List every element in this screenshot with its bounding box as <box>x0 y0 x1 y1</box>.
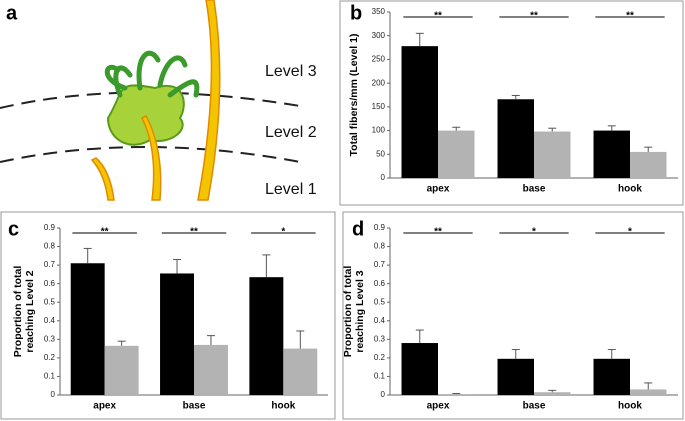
y-tick-label: 50 <box>376 149 385 158</box>
bar <box>283 348 318 395</box>
x-tick-label: base <box>183 401 206 412</box>
panel-letter: b <box>350 2 362 24</box>
fiber <box>140 115 162 201</box>
y-tick-label: 0.5 <box>44 297 56 306</box>
y-tick-label: 0 <box>51 390 56 399</box>
y-axis-label: Proportion of total <box>342 266 354 358</box>
significance-label: ** <box>190 227 198 238</box>
y-tick-label: 0.6 <box>44 279 56 288</box>
y-tick-label: 0.3 <box>44 334 56 343</box>
bar <box>70 263 105 395</box>
plant-fronds <box>104 50 200 98</box>
chart-panel: b 0 50 100 150 200 250 300 350 Total fibers/mm (L… <box>339 0 684 206</box>
y-tick-label: 0.2 <box>374 353 386 362</box>
significance-label: ** <box>101 227 109 238</box>
bar <box>534 131 571 178</box>
y-tick-label: 0.4 <box>44 316 56 325</box>
y-tick-label: 0.1 <box>374 372 386 381</box>
panel-letter: c <box>8 218 19 240</box>
panel-frame <box>339 0 684 206</box>
panel-a: a Level 3 Level 2 Level 1 <box>0 0 317 201</box>
panel-frame <box>0 211 336 420</box>
bar <box>497 99 534 178</box>
y-tick-label: 0 <box>381 390 386 399</box>
y-tick-label: 150 <box>372 102 386 111</box>
plant-body <box>106 84 185 146</box>
y-tick-label: 0.7 <box>374 260 386 269</box>
bar <box>401 343 438 395</box>
bar <box>104 345 139 395</box>
fiber <box>90 157 115 201</box>
x-tick-label: hook <box>271 401 295 412</box>
y-tick-label: 250 <box>372 55 386 64</box>
y-tick-label: 0.4 <box>374 316 386 325</box>
y-axis-label: Proportion of total <box>12 266 24 358</box>
y-tick-label: 0.5 <box>374 297 386 306</box>
significance-label: * <box>532 227 536 238</box>
bar <box>497 358 534 395</box>
level-label: Level 2 <box>265 124 317 141</box>
bar <box>194 344 228 395</box>
y-tick-label: 0.3 <box>374 334 386 343</box>
y-tick-label: 0 <box>381 173 386 182</box>
level-label: Level 3 <box>265 63 317 80</box>
y-tick-label: 350 <box>372 7 386 16</box>
significance-label: ** <box>626 11 634 22</box>
bar <box>593 358 630 395</box>
significance-label: * <box>281 227 285 238</box>
level-label: Level 1 <box>265 181 317 198</box>
x-tick-label: hook <box>618 184 642 195</box>
y-tick-label: 200 <box>372 78 386 87</box>
y-tick-label: 0.8 <box>44 242 56 251</box>
x-tick-label: apex <box>427 401 450 412</box>
significance-label: ** <box>434 11 442 22</box>
chart-panel: c 0 0.1 0.2 0.3 0.4 0.5 0.6 0.7 0.8 0.9 Proportion … <box>0 211 336 420</box>
bar <box>438 394 475 395</box>
y-tick-label: 0.9 <box>44 223 56 232</box>
significance-label: * <box>628 227 632 238</box>
y-axis-label: Total fibers/mm (Level 1) <box>348 34 360 157</box>
bar <box>160 273 194 395</box>
significance-label: ** <box>434 227 442 238</box>
bar <box>630 151 667 178</box>
panel-frame <box>342 211 684 420</box>
x-tick-label: base <box>523 401 546 412</box>
significance-label: ** <box>530 11 538 22</box>
y-tick-label: 100 <box>372 126 386 135</box>
y-axis-label: reaching Level 3 <box>354 270 366 352</box>
y-tick-label: 0.8 <box>374 242 386 251</box>
y-tick-label: 0.9 <box>374 223 386 232</box>
bar <box>249 277 284 395</box>
bar <box>401 46 438 178</box>
y-tick-label: 300 <box>372 31 386 40</box>
bar <box>534 392 571 395</box>
panel-letter: a <box>6 2 18 24</box>
fiber <box>197 0 221 201</box>
panel-letter: d <box>352 218 364 240</box>
y-tick-label: 0.1 <box>44 372 56 381</box>
bar <box>438 130 475 178</box>
x-tick-label: base <box>523 184 546 195</box>
chart-panel: d 0 0.1 0.2 0.3 0.4 0.5 0.6 0.7 0.8 0.9 Proportion … <box>342 211 684 420</box>
y-tick-label: 0.7 <box>44 260 56 269</box>
x-tick-label: apex <box>93 401 116 412</box>
level-boundary <box>0 146 301 163</box>
bar <box>593 130 630 178</box>
x-tick-label: apex <box>427 184 450 195</box>
x-tick-label: hook <box>618 401 642 412</box>
y-tick-label: 0.6 <box>374 279 386 288</box>
y-tick-label: 0.2 <box>44 353 56 362</box>
y-axis-label: reaching Level 2 <box>24 270 36 352</box>
bar <box>630 389 667 395</box>
